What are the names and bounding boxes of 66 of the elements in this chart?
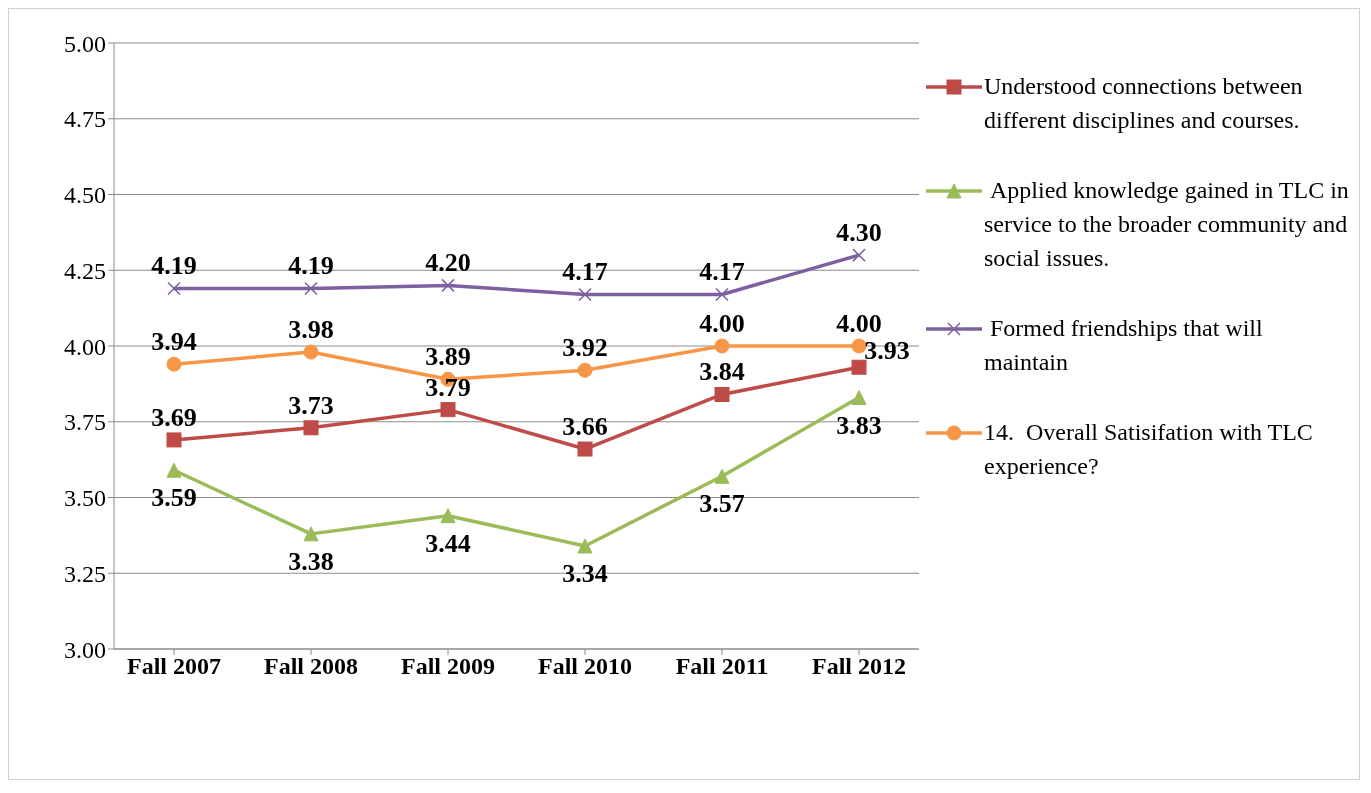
point bbox=[852, 248, 866, 262]
point bbox=[440, 402, 456, 418]
data-label: 3.59 bbox=[151, 483, 197, 513]
point bbox=[166, 462, 182, 478]
point bbox=[714, 338, 730, 354]
point bbox=[851, 338, 867, 354]
legend-label: Applied knowledge gained in TLC in service to the broader community and social issues. bbox=[984, 176, 1349, 273]
point bbox=[303, 344, 319, 360]
point bbox=[304, 281, 318, 296]
x-tick-label: Fall 2009 bbox=[401, 653, 495, 680]
point bbox=[441, 278, 455, 293]
y-tick-label: 3.00 bbox=[64, 636, 106, 663]
data-label: 3.57 bbox=[699, 489, 745, 519]
data-label: 3.69 bbox=[151, 402, 197, 432]
data-label: 3.34 bbox=[562, 558, 608, 588]
point bbox=[303, 526, 319, 542]
y-tick-label: 3.50 bbox=[64, 485, 106, 512]
data-label: 3.94 bbox=[151, 327, 197, 357]
data-label: 4.19 bbox=[151, 251, 197, 281]
point bbox=[303, 420, 319, 436]
data-label: 4.20 bbox=[425, 248, 471, 278]
data-label: 3.44 bbox=[425, 528, 471, 558]
point bbox=[714, 468, 730, 484]
data-label: 4.17 bbox=[562, 257, 608, 287]
x-tick-label: Fall 2010 bbox=[538, 653, 632, 680]
y-tick-label: 3.25 bbox=[64, 560, 106, 587]
y-tick-label: 4.25 bbox=[64, 257, 106, 284]
data-label: 3.73 bbox=[288, 390, 334, 420]
x-tick-label: Fall 2008 bbox=[264, 653, 358, 680]
y-tick-label: 4.75 bbox=[64, 106, 106, 133]
y-tick-label: 5.00 bbox=[64, 30, 106, 57]
legend-label: 14. Overall Satisifation with TLC experience? bbox=[984, 418, 1314, 481]
x-tick-label: Fall 2012 bbox=[812, 653, 906, 680]
data-label: 3.38 bbox=[288, 546, 334, 576]
y-tick-label: 4.50 bbox=[64, 182, 106, 209]
point bbox=[578, 287, 592, 302]
point bbox=[714, 386, 730, 402]
point bbox=[715, 287, 729, 302]
point bbox=[577, 538, 593, 554]
point bbox=[440, 508, 456, 524]
data-label: 4.00 bbox=[836, 309, 882, 338]
y-tick-label: 4.00 bbox=[64, 333, 106, 360]
y-tick-label: 3.75 bbox=[64, 409, 106, 436]
data-label: 3.98 bbox=[288, 315, 334, 345]
point bbox=[577, 441, 593, 457]
data-label: 3.89 bbox=[425, 342, 471, 372]
point bbox=[166, 432, 182, 448]
point bbox=[167, 281, 181, 296]
data-label: 3.66 bbox=[562, 412, 608, 442]
data-label: 4.30 bbox=[836, 218, 882, 248]
point bbox=[166, 356, 182, 372]
data-label: 4.19 bbox=[288, 251, 334, 281]
data-label: 3.84 bbox=[699, 357, 745, 387]
point bbox=[577, 362, 593, 378]
legend-label: Understood connections between different disciplines and courses. bbox=[984, 72, 1304, 135]
x-tick-label: Fall 2011 bbox=[675, 653, 769, 680]
data-label: 3.93 bbox=[864, 336, 910, 366]
data-label: 3.92 bbox=[562, 333, 608, 363]
x-tick-label: Fall 2007 bbox=[127, 653, 221, 680]
data-label: 4.00 bbox=[699, 309, 745, 338]
data-label: 3.79 bbox=[425, 372, 471, 402]
data-label: 4.17 bbox=[699, 257, 745, 287]
point bbox=[851, 359, 867, 375]
data-label: 3.83 bbox=[836, 410, 882, 440]
legend-label: Formed friendships that will maintain bbox=[984, 314, 1264, 377]
point bbox=[851, 390, 867, 406]
